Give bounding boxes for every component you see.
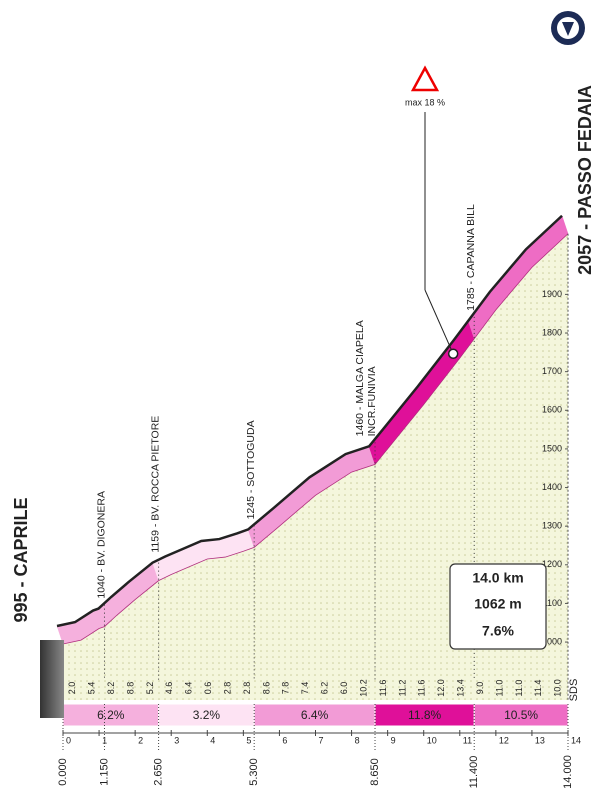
y-tick-label: 1000 [542,636,562,646]
gradient-value: 8.6 [261,682,271,695]
distance-label: 5.300 [248,758,260,786]
y-tick-label: 1700 [542,366,562,376]
distance-label: 11.400 [468,756,480,789]
y-tick-label: 1800 [542,327,562,337]
x-tick-label: 12 [499,735,509,745]
max-leader [424,289,454,354]
gradient-value: 2.8 [242,682,252,695]
gradient-value: 10.2 [358,679,368,697]
gradient-value: 9.0 [475,682,485,695]
plot: 6.2% 3.2% 6.4% 11.8% 10.5% 1000 1100 1200 1300 14… [56,112,581,789]
gradient-value: 6.2 [320,682,330,695]
ribbon-base [62,233,569,645]
distance-label: 2.650 [152,758,164,786]
gradient-value: 8.2 [106,682,116,695]
gradient-value: 4.6 [164,682,174,695]
ribbon-edge [56,214,563,628]
gradient-value: 2.0 [67,682,77,695]
gradient-value: 12.0 [436,679,446,697]
summary-gradient: 7.6% [482,623,514,639]
gradient-value: 11.2 [397,680,407,697]
gradient-value: 5.2 [145,682,155,695]
gradient-value: 10.0 [553,679,563,697]
max-point [447,348,459,360]
gradient-value: 8.8 [125,682,135,695]
gradient-value: 11.0 [494,680,504,697]
x-tick-label: 10 [427,735,437,745]
gradient-bar-label: 6.4% [301,708,329,722]
summary-distance: 14.0 km [472,570,523,586]
summary-box: 14.0 km 1062 m 7.6% [449,563,547,650]
gradient-bar-label: 11.8% [408,708,441,722]
gradient-value: 6.4 [184,682,194,695]
y-tick-label: 1900 [542,289,562,299]
waypoint-label: 1040 - BV. DIGONERA [95,491,107,599]
gradient-value: 11.0 [514,680,524,697]
y-tick-label: 1600 [542,405,562,415]
summary-gain: 1062 m [474,596,521,612]
max-icon [410,65,440,92]
waypoint-label: 1159 - BV. ROCCA PIETORE [149,416,161,553]
waypoint-label: INCR.FUNIVIA [366,366,378,436]
start-label: 995 - CAPRILE [11,497,31,622]
finish-icon [551,11,585,45]
start-post [40,640,64,718]
y-tick-label: 1100 [543,598,562,608]
max-label: max 18 % [405,97,445,107]
y-tick-label: 1200 [542,559,562,569]
x-tick-label: 5 [246,735,251,745]
waypoint-label: 1785 - CAPANNA BILL [465,204,477,311]
y-tick-label: 1300 [542,521,562,531]
x-tick-label: 3 [174,735,179,745]
gradient-value: 7.8 [281,682,291,695]
gradient-value: 0.6 [203,682,213,695]
waypoint-label: 1460 - MALGA CIAPELA [354,320,366,436]
gradient-value: 6.0 [339,682,349,695]
x-tick-label: 0 [66,735,71,745]
distance-label: 1.150 [98,758,110,786]
gradient-value: 2.8 [222,682,232,695]
profile-dots [63,233,568,701]
x-tick-label: 9 [391,735,396,745]
x-tick-label: 14 [571,735,581,745]
x-tick-label: 6 [282,735,287,745]
gradient-bar-label: 3.2% [193,708,221,722]
gradient-value: 5.4 [87,682,97,695]
gradient-bar-label: 6.2% [97,708,125,722]
distance-label: 0.000 [57,758,69,786]
gradient-bar-label: 10.5% [504,708,538,722]
summary-frame [449,563,547,650]
finish-label: 2057 - PASSO FEDAIA [575,85,595,275]
gradient-value: 11.4 [533,680,543,697]
gradient-value: 11.6 [417,680,427,697]
x-tick-label: 4 [210,735,215,745]
gradient-value: 11.6 [378,680,388,697]
finish-icon-mark [562,22,574,36]
x-tick-label: 8 [355,735,360,745]
gradient-value: 7.4 [300,682,310,695]
footer-label: SDS [568,679,580,702]
waypoint-label: 1245 - SOTTOGUDA [245,420,257,519]
distance-label: 8.650 [369,758,381,786]
y-tick-label: 1400 [542,482,562,492]
distance-label: 14.000 [562,755,574,789]
x-tick-label: 11 [463,735,472,745]
gradient-value: 13.4 [456,679,466,697]
gradient-bar [473,703,569,727]
x-tick-label: 13 [535,735,545,745]
y-tick-label: 1500 [542,443,562,453]
x-tick-label: 7 [319,735,324,745]
x-tick-label: 2 [138,735,143,745]
